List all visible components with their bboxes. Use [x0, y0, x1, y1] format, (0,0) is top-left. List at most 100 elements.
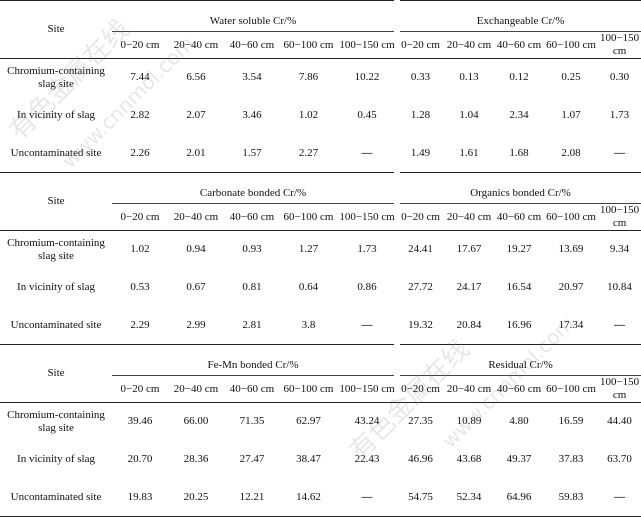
depth-header: 100−150 cm: [598, 31, 641, 59]
value-cell: 0.45: [357, 109, 377, 121]
section-0-depth-row: 0−20 cm 20−40 cm 40−60 cm 60−100 cm 100−150 …: [0, 31, 641, 59]
depth-header: 0−20 cm: [397, 203, 445, 231]
value-cell: 2.27: [298, 146, 319, 159]
value-cell: 3.46: [242, 109, 262, 121]
section-0-header-row: Site Water soluble Cr/% Exchangeable Cr/%: [0, 0, 641, 59]
value-cell: 22.43: [354, 453, 380, 465]
group-title-right: Residual Cr/%: [394, 344, 641, 376]
site-label: Uncontaminated site: [10, 146, 102, 159]
value-cell: 13.69: [558, 243, 584, 256]
section-1-depth-row: 0−20 cm 20−40 cm 40−60 cm 60−100 cm 100−150 …: [0, 203, 641, 231]
value-cell: 1.02: [130, 243, 150, 256]
value-cell: 19.32: [408, 318, 433, 331]
depth-header: 60−100 cm: [280, 203, 337, 231]
value-cell: 38.47: [296, 453, 321, 465]
value-cell: 28.36: [183, 453, 209, 465]
value-cell: 2.82: [130, 109, 150, 121]
value-cell: —: [337, 478, 398, 517]
value-cell: 1.73: [609, 109, 630, 121]
value-cell: 2.07: [186, 109, 206, 121]
depth-header: 0−20 cm: [397, 375, 445, 403]
depth-header: 40−60 cm: [224, 203, 280, 231]
value-cell: 16.54: [506, 281, 532, 293]
value-cell: 54.75: [397, 478, 445, 517]
value-cell: 9.34: [609, 243, 630, 256]
depth-header: 40−60 cm: [224, 375, 280, 403]
value-cell: —: [361, 318, 373, 331]
depth-header: 100−150 cm: [337, 31, 398, 59]
table-row: Uncontaminated site 19.83 20.25 12.21 14.62—…: [0, 478, 641, 517]
value-cell: 44.40: [607, 415, 632, 428]
table-row: Uncontaminated site 2.26 2.01 1.57 2.27 — 1.49…: [0, 135, 641, 173]
value-cell: 16.59: [558, 415, 584, 428]
site-column-header: Site: [0, 0, 112, 59]
value-cell: 2.29: [130, 318, 150, 331]
value-cell: 7.44: [130, 71, 150, 84]
value-cell: 2.01: [186, 146, 206, 159]
depth-header: 40−60 cm: [494, 375, 545, 403]
value-cell: 0.93: [242, 243, 262, 256]
site-label: In vicinity of slag: [17, 281, 95, 293]
value-cell: 0.53: [130, 281, 150, 293]
value-cell: 39.46: [127, 415, 153, 428]
value-cell: 17.34: [558, 318, 584, 331]
value-cell: 2.34: [509, 109, 529, 121]
group-title-left: Fe-Mn bonded Cr/%: [112, 344, 401, 376]
depth-header: 60−100 cm: [280, 31, 337, 59]
depth-header: 0−20 cm: [112, 375, 168, 403]
section-2-depth-row: 0−20 cm 20−40 cm 40−60 cm 60−100 cm 100−150 …: [0, 375, 641, 403]
value-cell: 66.00: [183, 415, 209, 428]
value-cell: 6.56: [186, 71, 206, 84]
value-cell: 3.8: [301, 318, 316, 331]
site-column-header: Site: [0, 344, 112, 403]
site-label: Uncontaminated site: [0, 478, 112, 517]
value-cell: 63.70: [607, 453, 632, 465]
group-title-right: Organics bonded Cr/%: [394, 172, 641, 204]
value-cell: 43.68: [456, 453, 482, 465]
depth-header: 60−100 cm: [544, 31, 599, 59]
value-cell: 0.94: [186, 243, 206, 256]
value-cell: 27.72: [408, 281, 433, 293]
value-cell: 1.04: [459, 109, 479, 121]
value-cell: 52.34: [444, 478, 495, 517]
value-cell: 20.25: [168, 478, 224, 517]
value-cell: 0.13: [459, 71, 479, 84]
value-cell: 0.25: [561, 71, 581, 84]
depth-header: 100−150 cm: [337, 203, 398, 231]
value-cell: —: [598, 478, 641, 517]
depth-header: 100−150 cm: [598, 375, 641, 403]
value-cell: 0.30: [609, 71, 630, 84]
value-cell: 1.27: [298, 243, 319, 256]
value-cell: 0.81: [242, 281, 262, 293]
depth-header: 40−60 cm: [494, 203, 545, 231]
value-cell: 0.12: [509, 71, 529, 84]
depth-header: 40−60 cm: [494, 31, 545, 59]
value-cell: 20.84: [456, 318, 482, 331]
value-cell: —: [361, 146, 373, 159]
site-label: In vicinity of slag: [17, 109, 95, 121]
value-cell: 10.89: [456, 415, 482, 428]
site-column-header: Site: [0, 172, 112, 231]
value-cell: 27.47: [239, 453, 265, 465]
value-cell: 59.83: [544, 478, 599, 517]
site-label: Chromium-containing slag site: [7, 64, 105, 90]
value-cell: 71.35: [239, 415, 265, 428]
value-cell: 49.37: [506, 453, 532, 465]
depth-header: 0−20 cm: [397, 31, 445, 59]
section-2-header-row: Site Fe-Mn bonded Cr/% Residual Cr/%: [0, 344, 641, 403]
value-cell: —: [614, 146, 626, 159]
depth-header: 20−40 cm: [168, 203, 224, 231]
site-label: Chromium-containing slag site: [7, 408, 105, 434]
value-cell: 0.33: [410, 71, 431, 84]
value-cell: 16.96: [506, 318, 532, 331]
depth-header: 20−40 cm: [168, 31, 224, 59]
site-label: In vicinity of slag: [17, 453, 95, 465]
site-label: Uncontaminated site: [10, 318, 102, 331]
table-row: Chromium-containing slag site 7.44 6.56 3.5…: [0, 59, 641, 97]
section-1-header-row: Site Carbonate bonded Cr/% Organics bonded…: [0, 172, 641, 231]
depth-header: 60−100 cm: [544, 203, 599, 231]
value-cell: 10.84: [607, 281, 632, 293]
depth-header: 20−40 cm: [444, 31, 495, 59]
value-cell: —: [614, 318, 626, 331]
value-cell: 20.70: [127, 453, 153, 465]
